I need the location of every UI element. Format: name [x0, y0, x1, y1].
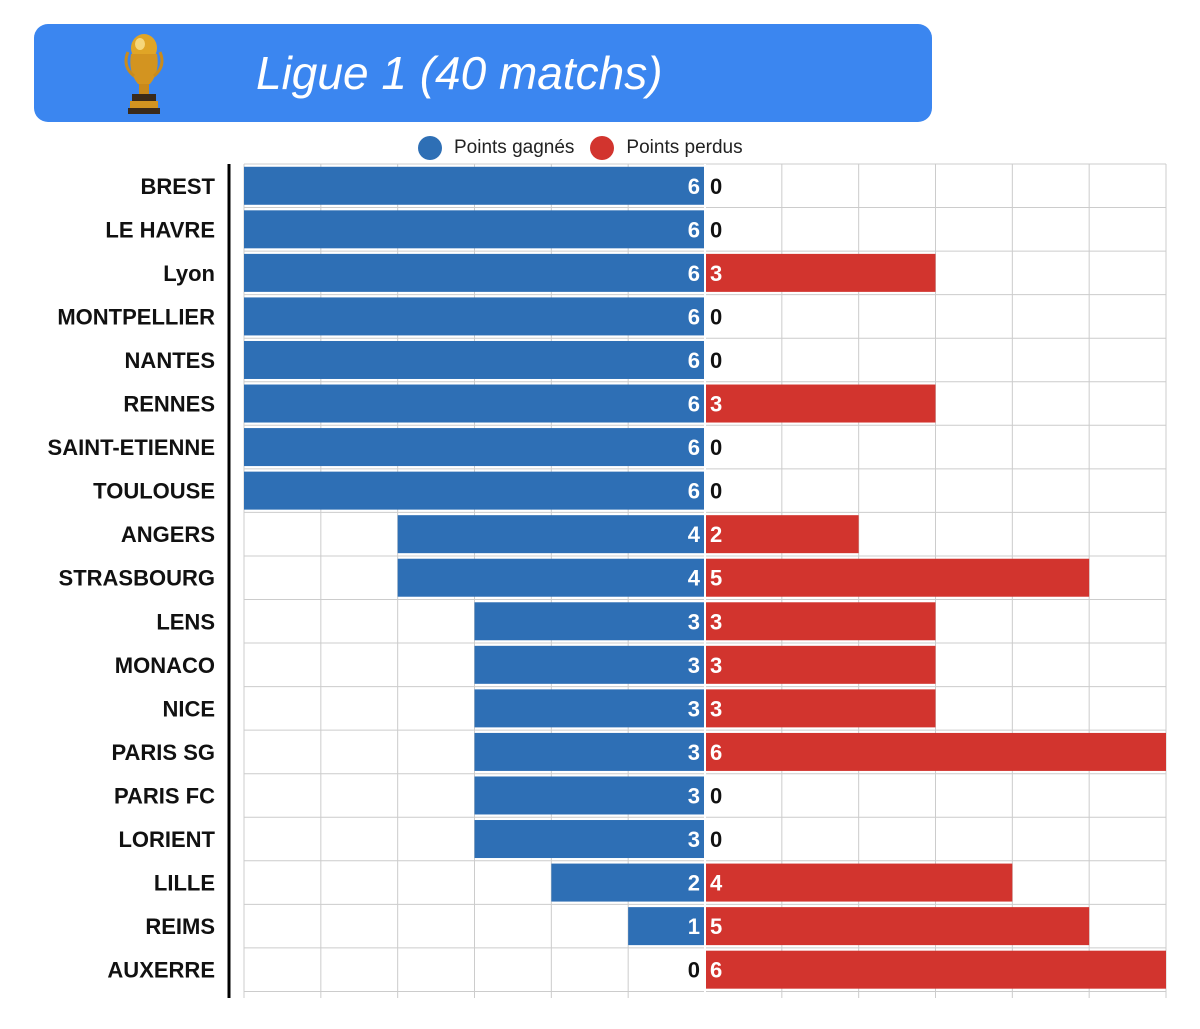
category-label: TOULOUSE — [93, 479, 215, 504]
category-label: RENNES — [123, 392, 215, 417]
legend-label-lost: Points perdus — [626, 137, 743, 158]
data-label-won: 3 — [688, 609, 700, 634]
bar-won — [628, 907, 705, 946]
legend-swatch-won — [418, 136, 442, 160]
chart-title: Ligue 1 (40 matchs) — [256, 47, 663, 99]
bar-won — [474, 645, 705, 684]
bar-lost — [705, 515, 859, 554]
data-label-won: 6 — [688, 392, 700, 417]
category-label: LENS — [156, 609, 215, 634]
category-label: AUXERRE — [107, 958, 215, 983]
data-label-lost: 0 — [710, 783, 722, 808]
data-label-won: 3 — [688, 827, 700, 852]
data-label-lost: 3 — [710, 653, 722, 678]
data-label-lost: 4 — [710, 871, 723, 896]
bar-won — [244, 253, 705, 292]
bar-won — [551, 863, 705, 902]
data-label-lost: 0 — [710, 479, 722, 504]
data-label-won: 6 — [688, 261, 700, 286]
bar-won — [474, 732, 705, 771]
bar-won — [474, 689, 705, 728]
legend-item-lost: Points perdus — [590, 136, 743, 160]
data-label-won: 3 — [688, 740, 700, 765]
data-label-lost: 0 — [710, 174, 722, 199]
data-label-lost: 5 — [710, 914, 722, 939]
bar-lost — [705, 384, 936, 423]
data-label-won: 3 — [688, 696, 700, 721]
bar-won — [244, 384, 705, 423]
data-label-won: 4 — [688, 522, 701, 547]
bar-won — [244, 471, 705, 510]
bar-won — [244, 210, 705, 249]
legend-label-won: Points gagnés — [454, 137, 575, 158]
category-label: MONACO — [115, 653, 215, 678]
legend: Points gagnés Points perdus — [418, 134, 759, 162]
category-label: Lyon — [163, 261, 215, 286]
data-label-won: 6 — [688, 479, 700, 504]
bar-lost — [705, 907, 1090, 946]
bar-won — [244, 340, 705, 379]
bar-lost — [705, 950, 1166, 989]
category-label: STRASBOURG — [59, 566, 215, 591]
bar-lost — [705, 732, 1166, 771]
legend-swatch-lost — [590, 136, 615, 160]
data-label-won: 6 — [688, 217, 700, 242]
data-label-won: 2 — [688, 871, 700, 896]
data-label-won: 6 — [688, 174, 700, 199]
bar-won — [474, 776, 705, 815]
data-label-won: 3 — [688, 783, 700, 808]
data-label-lost: 5 — [710, 566, 722, 591]
data-label-lost: 3 — [710, 261, 722, 286]
category-label: SAINT-ETIENNE — [48, 435, 215, 460]
category-label: BREST — [140, 174, 215, 199]
data-label-won: 3 — [688, 653, 700, 678]
category-label: LORIENT — [118, 827, 215, 852]
data-label-lost: 0 — [710, 348, 722, 373]
data-label-lost: 0 — [710, 304, 722, 329]
bar-won — [474, 820, 705, 859]
category-label: REIMS — [145, 914, 215, 939]
bar-won — [244, 166, 705, 205]
data-label-lost: 3 — [710, 696, 722, 721]
category-label: NICE — [162, 696, 215, 721]
category-label: PARIS FC — [114, 783, 215, 808]
category-label: MONTPELLIER — [57, 304, 215, 329]
legend-item-won: Points gagnés — [418, 136, 574, 160]
data-label-lost: 6 — [710, 958, 722, 983]
data-label-won: 4 — [688, 566, 701, 591]
title-banner: Ligue 1 (40 matchs) — [34, 24, 932, 122]
category-label: LE HAVRE — [105, 217, 215, 242]
bar-lost — [705, 645, 936, 684]
bar-lost — [705, 253, 936, 292]
bar-won — [397, 558, 705, 597]
bar-won — [397, 515, 705, 554]
data-label-lost: 2 — [710, 522, 722, 547]
data-label-lost: 3 — [710, 609, 722, 634]
data-label-won: 6 — [688, 348, 700, 373]
data-label-won: 6 — [688, 304, 700, 329]
data-label-won: 6 — [688, 435, 700, 460]
category-label: LILLE — [154, 871, 215, 896]
category-label: NANTES — [125, 348, 215, 373]
data-label-lost: 0 — [710, 435, 722, 460]
data-label-lost: 3 — [710, 392, 722, 417]
data-label-lost: 6 — [710, 740, 722, 765]
category-label: ANGERS — [121, 522, 215, 547]
bar-lost — [705, 689, 936, 728]
trophy-icon — [124, 34, 164, 114]
category-label: PARIS SG — [111, 740, 215, 765]
bar-lost — [705, 863, 1013, 902]
bar-won — [244, 297, 705, 336]
bar-lost — [705, 558, 1090, 597]
data-label-won: 0 — [688, 958, 700, 983]
bar-lost — [705, 602, 936, 641]
bar-won — [244, 428, 705, 467]
data-label-lost: 0 — [710, 827, 722, 852]
data-label-lost: 0 — [710, 217, 722, 242]
bar-won — [474, 602, 705, 641]
data-label-won: 1 — [688, 914, 700, 939]
